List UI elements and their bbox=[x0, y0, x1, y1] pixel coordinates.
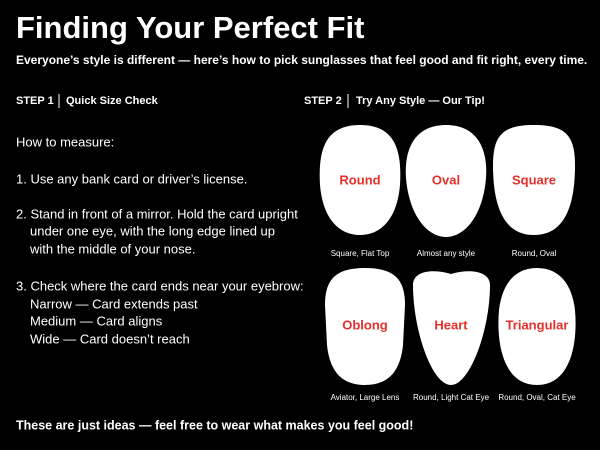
face-label: Heart bbox=[434, 317, 468, 332]
face-shape bbox=[319, 125, 401, 235]
face-label: Triangular bbox=[506, 317, 569, 332]
instruction: Narrow — Card extends past bbox=[30, 296, 198, 311]
step-title: Quick Size Check bbox=[66, 95, 159, 107]
instruction: 1. Use any bank card or driver’s license… bbox=[16, 171, 247, 186]
face-caption: Almost any style bbox=[417, 249, 476, 258]
subtitle: Everyone’s style is different — here’s h… bbox=[16, 53, 587, 67]
instruction: 3. Check where the card ends near your e… bbox=[16, 278, 304, 293]
face-caption: Round, Oval, Cat Eye bbox=[498, 393, 576, 402]
face-shape bbox=[413, 271, 490, 385]
instruction: under one eye, with the long edge lined … bbox=[30, 223, 275, 238]
face-shape bbox=[493, 125, 575, 235]
face-caption: Square, Flat Top bbox=[331, 249, 390, 258]
face-caption: Aviator, Large Lens bbox=[331, 393, 400, 402]
step-label: STEP 2 bbox=[304, 95, 342, 107]
title: Finding Your Perfect Fit bbox=[16, 10, 364, 45]
face-caption: Round, Light Cat Eye bbox=[413, 393, 490, 402]
step-label: STEP 1 bbox=[16, 95, 54, 107]
instruction: How to measure: bbox=[16, 134, 114, 149]
instruction: with the middle of your nose. bbox=[29, 241, 195, 256]
face-shape bbox=[405, 125, 487, 237]
footer: These are just ideas — feel free to wear… bbox=[16, 418, 413, 432]
instruction: Medium — Card aligns bbox=[30, 313, 163, 328]
face-shape bbox=[498, 268, 576, 385]
face-shape bbox=[325, 268, 405, 385]
face-label: Oblong bbox=[342, 317, 388, 332]
face-label: Oval bbox=[432, 172, 460, 187]
instruction: Wide — Card doesn’t reach bbox=[30, 331, 190, 346]
face-caption: Round, Oval bbox=[512, 249, 557, 258]
instruction: 2. Stand in front of a mirror. Hold the … bbox=[16, 206, 298, 221]
face-label: Square bbox=[512, 172, 556, 187]
step-title: Try Any Style — Our Tip! bbox=[356, 95, 485, 107]
face-label: Round bbox=[339, 172, 380, 187]
